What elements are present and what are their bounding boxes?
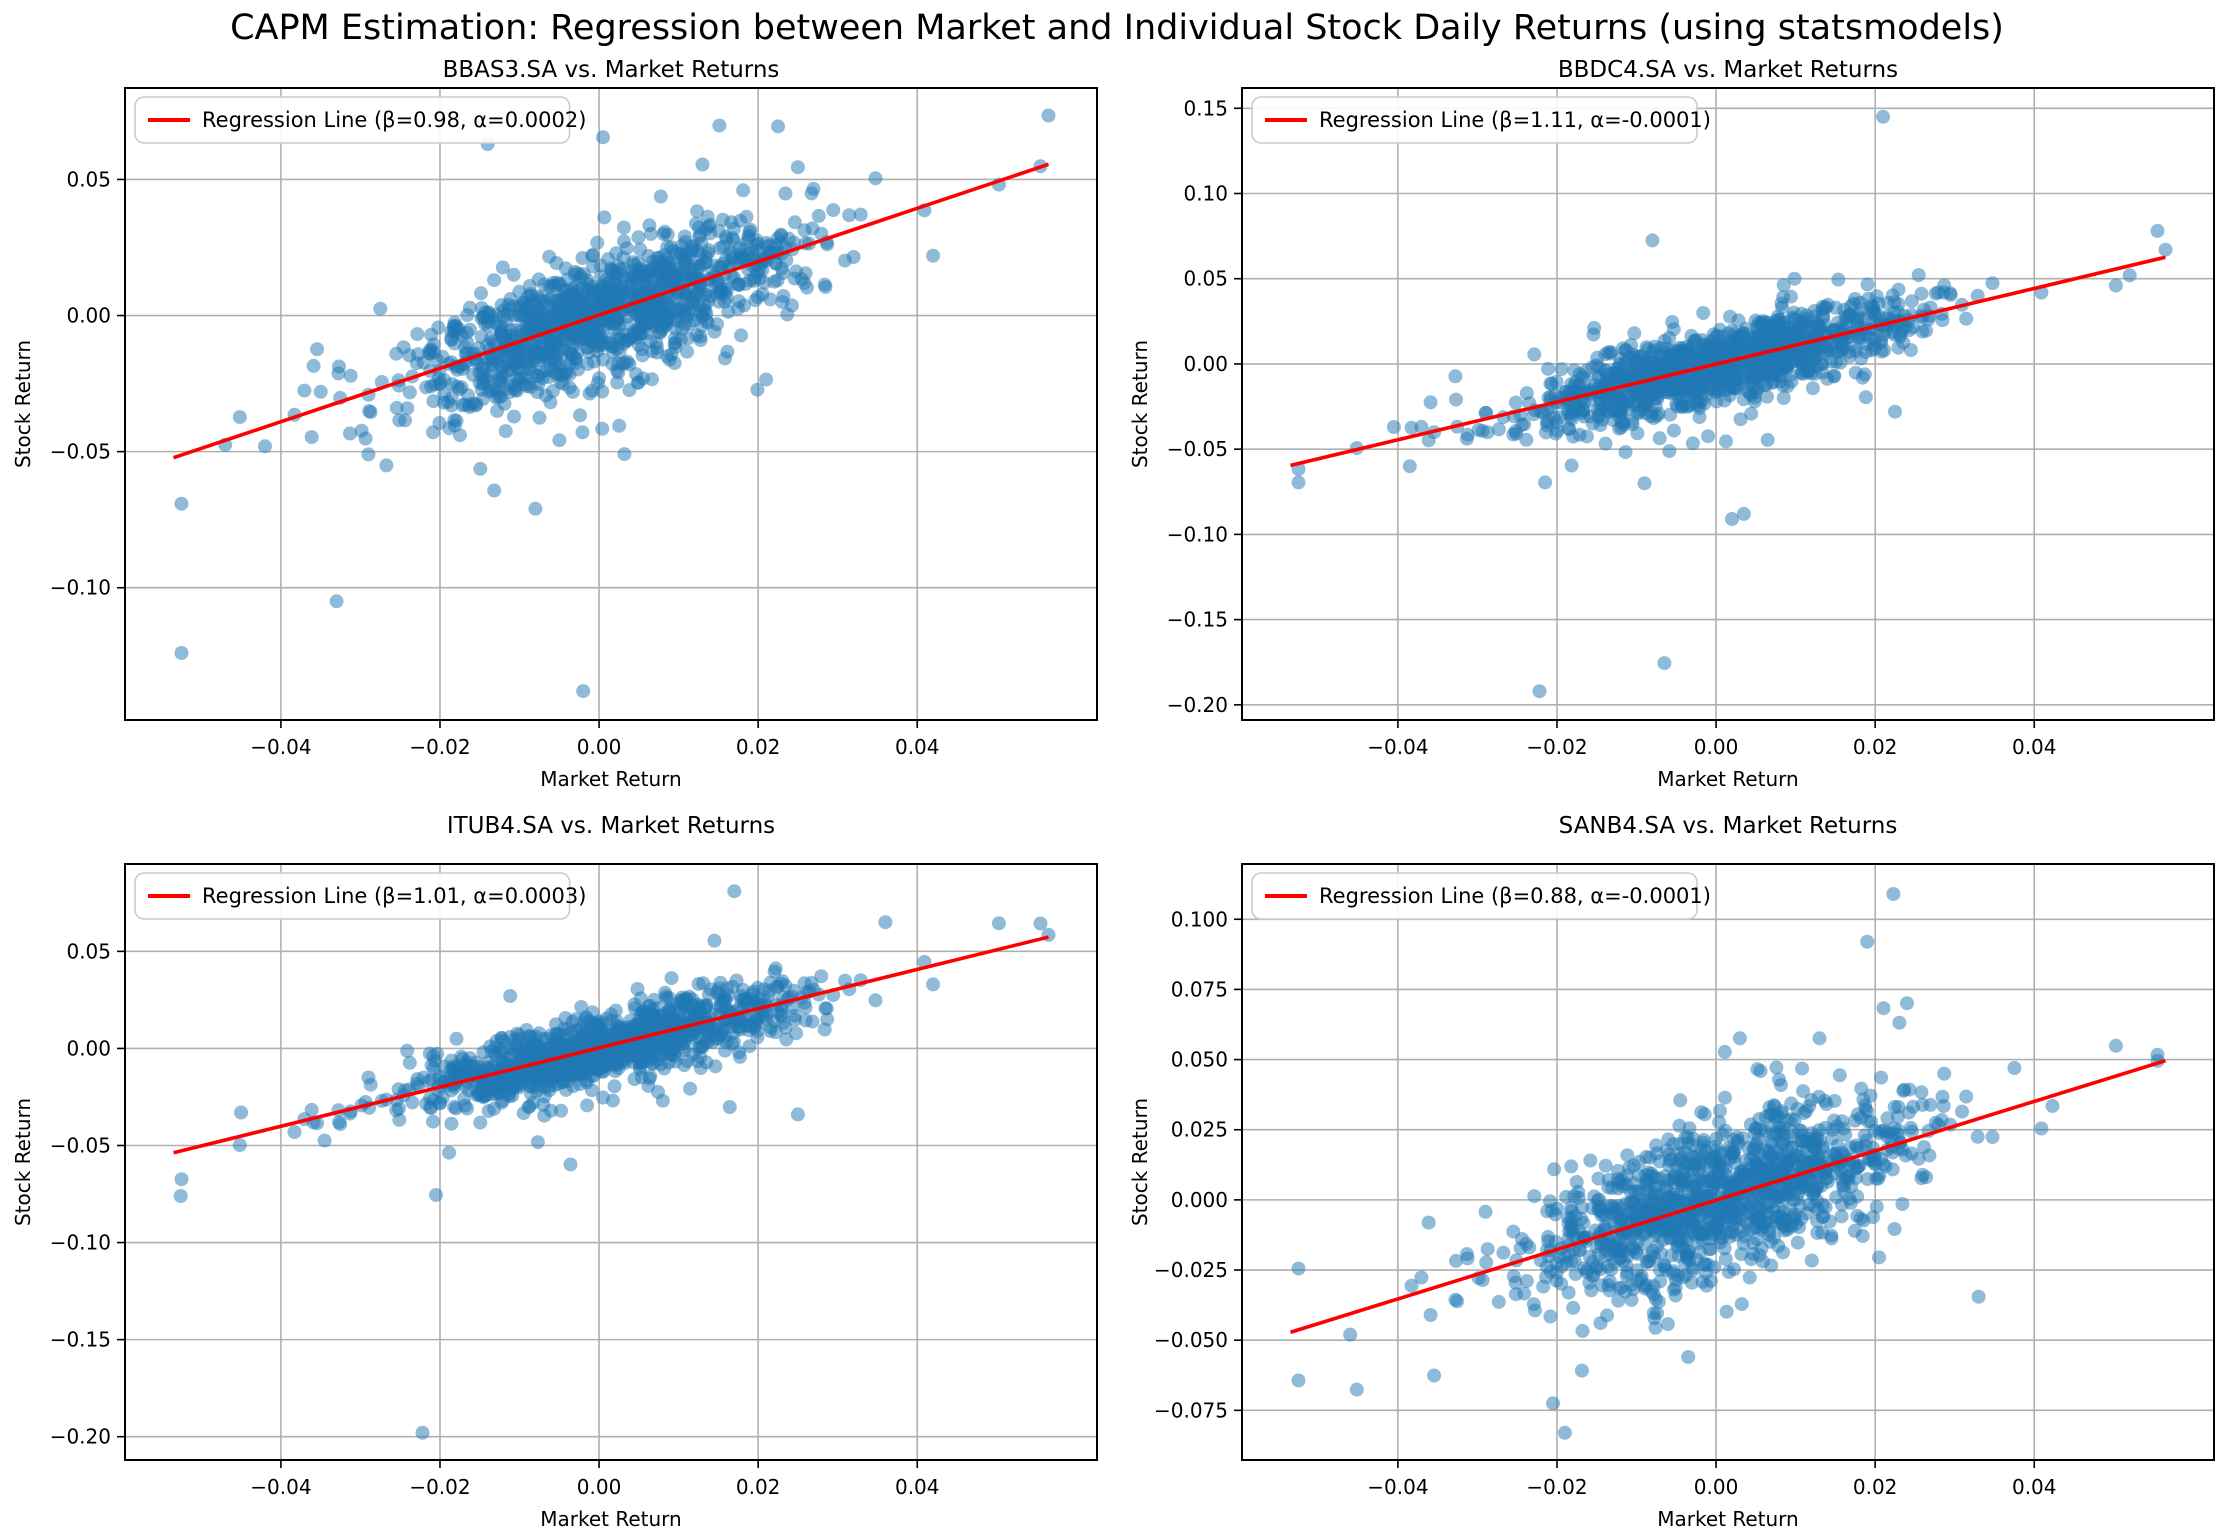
bbdc4sa-chart: −0.04 −0.02 0.00 0.02 0.04 0.15 0.10 0.05 0.00 −0… — [1128, 57, 2215, 791]
figure-title: CAPM Estimation: Regression between Mark… — [230, 8, 2004, 48]
axes-frame — [1241, 863, 2215, 1461]
y-tick-label: −0.10 — [50, 1231, 111, 1255]
legend-label: Regression Line (β=0.88, α=-0.0001) — [1319, 884, 1711, 908]
y-tick-label: −0.10 — [1167, 522, 1228, 546]
x-tick-label: 0.04 — [2012, 1475, 2057, 1499]
y-axis-label: Stock Return — [1128, 340, 1152, 468]
y-tick-label: −0.05 — [50, 440, 111, 464]
subplot-bbas3sa: −0.04 −0.02 0.00 0.02 0.04 0.05 0.00 −0.05 −0.10… — [0, 56, 1117, 796]
x-tick-label: 0.00 — [1694, 735, 1739, 759]
y-tick-label: 0.05 — [1183, 267, 1228, 291]
x-tick-label: 0.04 — [895, 1475, 940, 1499]
y-axis-label: Stock Return — [11, 1098, 35, 1226]
sanb4sa-chart: −0.04 −0.02 0.00 0.02 0.04 0.100 0.075 0.050 0.0… — [1128, 813, 2215, 1531]
y-tick-label: −0.025 — [1154, 1258, 1228, 1282]
legend: Regression Line (β=0.88, α=-0.0001) — [1251, 872, 1711, 920]
y-tick-label: 0.05 — [66, 939, 111, 963]
y-tick-label: 0.025 — [1171, 1118, 1228, 1142]
legend: Regression Line (β=1.11, α=-0.0001) — [1251, 96, 1711, 144]
tick-marks — [1234, 918, 2036, 1468]
bbas3sa-chart: −0.04 −0.02 0.00 0.02 0.04 0.05 0.00 −0.05 −0.10… — [11, 57, 1098, 791]
legend: Regression Line (β=1.01, α=0.0003) — [134, 872, 586, 920]
legend-label: Regression Line (β=0.98, α=0.0002) — [202, 108, 586, 132]
x-tick-label: −0.02 — [1526, 1475, 1587, 1499]
grid-layer — [125, 88, 1097, 720]
panel-title: BBAS3.SA vs. Market Returns — [443, 57, 780, 83]
y-tick-label: 0.00 — [66, 304, 111, 328]
grid-layer — [1242, 88, 2214, 720]
regression-line — [1289, 1058, 2167, 1334]
itub4sa-chart: −0.04 −0.02 0.00 0.02 0.04 0.05 0.00 −0.05 −0.10… — [11, 813, 1098, 1531]
scatter-points — [174, 108, 1056, 699]
y-tick-label: 0.100 — [1171, 907, 1228, 931]
regression-line — [173, 935, 1049, 1155]
y-axis-label: Stock Return — [1128, 1098, 1152, 1226]
legend-label: Regression Line (β=1.01, α=0.0003) — [202, 884, 586, 908]
x-axis-label: Market Return — [540, 767, 681, 791]
x-axis-label: Market Return — [1657, 1507, 1798, 1531]
scatter-points — [1291, 887, 2165, 1440]
regression-line — [172, 162, 1050, 460]
x-tick-label: −0.02 — [1526, 735, 1587, 759]
x-tick-label: −0.04 — [1367, 735, 1428, 759]
y-tick-label: 0.00 — [1183, 352, 1228, 376]
panel-title: BBDC4.SA vs. Market Returns — [1558, 57, 1898, 83]
x-axis-label: Market Return — [1657, 767, 1798, 791]
subplot-grid: −0.04 −0.02 0.00 0.02 0.04 0.05 0.00 −0.05 −0.10… — [0, 56, 2234, 1537]
panel-title: ITUB4.SA vs. Market Returns — [447, 813, 775, 839]
x-tick-label: 0.02 — [736, 735, 781, 759]
y-tick-label: −0.05 — [1167, 437, 1228, 461]
y-tick-label: −0.20 — [50, 1425, 111, 1449]
grid-layer — [125, 864, 1097, 1460]
x-tick-label: −0.02 — [409, 1475, 470, 1499]
axes-frame — [1241, 87, 2215, 721]
y-tick-label: 0.05 — [66, 167, 111, 191]
y-tick-label: 0.000 — [1171, 1188, 1228, 1212]
subplot-sanb4sa: −0.04 −0.02 0.00 0.02 0.04 0.100 0.075 0.050 0.0… — [1117, 796, 2234, 1537]
x-tick-label: 0.02 — [736, 1475, 781, 1499]
x-tick-label: 0.00 — [577, 1475, 622, 1499]
x-tick-label: 0.02 — [1853, 1475, 1898, 1499]
y-tick-label: 0.00 — [66, 1036, 111, 1060]
y-tick-label: −0.10 — [50, 576, 111, 600]
y-tick-label: −0.05 — [50, 1133, 111, 1157]
y-tick-label: −0.20 — [1167, 693, 1228, 717]
x-tick-label: −0.04 — [250, 735, 311, 759]
y-tick-label: 0.050 — [1171, 1048, 1228, 1072]
tick-marks — [117, 950, 919, 1468]
y-tick-label: 0.075 — [1171, 977, 1228, 1001]
x-tick-label: 0.00 — [1694, 1475, 1739, 1499]
legend-label: Regression Line (β=1.11, α=-0.0001) — [1319, 108, 1711, 132]
y-tick-label: 0.15 — [1183, 96, 1228, 120]
x-tick-label: −0.04 — [250, 1475, 311, 1499]
legend: Regression Line (β=0.98, α=0.0002) — [134, 96, 586, 144]
subplot-itub4sa: −0.04 −0.02 0.00 0.02 0.04 0.05 0.00 −0.05 −0.10… — [0, 796, 1117, 1537]
tick-marks — [1234, 107, 2036, 728]
x-tick-label: 0.00 — [577, 735, 622, 759]
y-tick-label: 0.10 — [1183, 182, 1228, 206]
x-axis-label: Market Return — [540, 1507, 681, 1531]
x-tick-label: 0.02 — [1853, 735, 1898, 759]
regression-line — [1290, 255, 2166, 468]
y-tick-label: −0.15 — [1167, 608, 1228, 632]
scatter-points — [1291, 109, 2173, 699]
y-tick-label: −0.075 — [1154, 1398, 1228, 1422]
x-tick-label: 0.04 — [895, 735, 940, 759]
y-axis-label: Stock Return — [11, 340, 35, 468]
x-tick-label: −0.04 — [1367, 1475, 1428, 1499]
y-tick-label: −0.050 — [1154, 1328, 1228, 1352]
axes-frame — [124, 87, 1098, 721]
y-tick-label: −0.15 — [50, 1328, 111, 1352]
tick-marks — [117, 178, 919, 728]
subplot-bbdc4sa: −0.04 −0.02 0.00 0.02 0.04 0.15 0.10 0.05 0.00 −0… — [1117, 56, 2234, 796]
x-tick-label: −0.02 — [409, 735, 470, 759]
axes-frame — [124, 863, 1098, 1461]
panel-title: SANB4.SA vs. Market Returns — [1559, 813, 1898, 839]
x-tick-label: 0.04 — [2012, 735, 2057, 759]
